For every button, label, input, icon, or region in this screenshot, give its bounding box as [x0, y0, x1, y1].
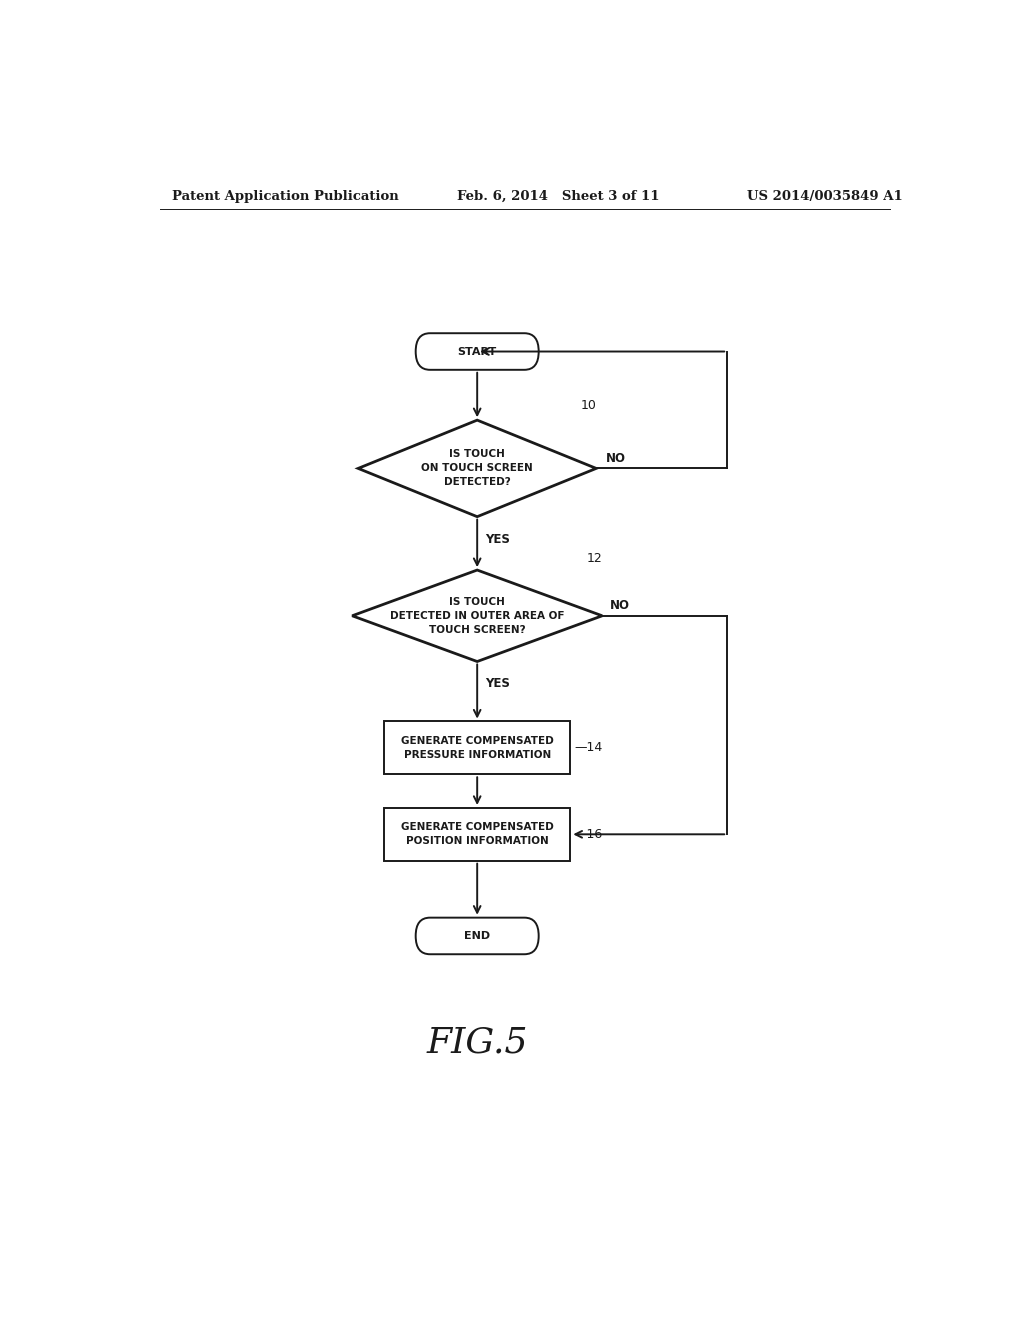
Text: IS TOUCH
DETECTED IN OUTER AREA OF
TOUCH SCREEN?: IS TOUCH DETECTED IN OUTER AREA OF TOUCH…: [390, 597, 564, 635]
Text: NO: NO: [610, 599, 630, 612]
Text: FIG.5: FIG.5: [426, 1026, 528, 1060]
Text: GENERATE COMPENSATED
PRESSURE INFORMATION: GENERATE COMPENSATED PRESSURE INFORMATIO…: [400, 737, 554, 760]
Bar: [384, 722, 570, 775]
Text: YES: YES: [485, 677, 510, 690]
FancyBboxPatch shape: [416, 333, 539, 370]
Text: GENERATE COMPENSATED
POSITION INFORMATION: GENERATE COMPENSATED POSITION INFORMATIO…: [400, 822, 554, 846]
Text: END: END: [464, 931, 490, 941]
Text: Feb. 6, 2014   Sheet 3 of 11: Feb. 6, 2014 Sheet 3 of 11: [458, 190, 659, 202]
FancyBboxPatch shape: [416, 917, 539, 954]
Text: YES: YES: [485, 532, 510, 545]
Text: US 2014/0035849 A1: US 2014/0035849 A1: [748, 190, 903, 202]
Text: IS TOUCH
ON TOUCH SCREEN
DETECTED?: IS TOUCH ON TOUCH SCREEN DETECTED?: [421, 449, 534, 487]
Bar: [384, 808, 570, 861]
Text: —14: —14: [574, 742, 603, 755]
Text: 10: 10: [581, 399, 596, 412]
Text: 12: 12: [587, 552, 602, 565]
Polygon shape: [352, 570, 602, 661]
Text: —16: —16: [574, 828, 603, 841]
Text: START: START: [458, 347, 497, 356]
Text: NO: NO: [606, 451, 626, 465]
Text: Patent Application Publication: Patent Application Publication: [172, 190, 398, 202]
Polygon shape: [358, 420, 596, 516]
